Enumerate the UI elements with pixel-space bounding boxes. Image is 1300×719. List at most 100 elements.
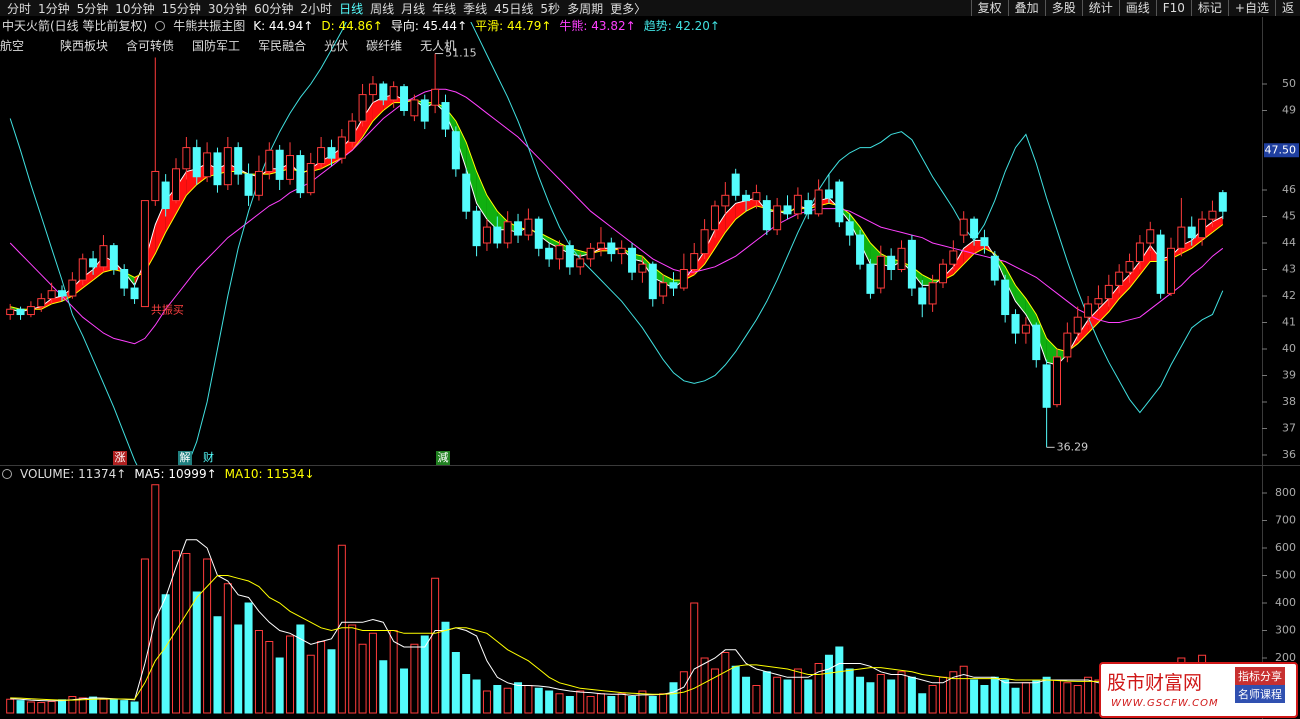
concept-tag[interactable]: 碳纤维: [366, 39, 403, 53]
candle-body: [617, 247, 626, 255]
toolbar-button[interactable]: 复权: [970, 0, 1008, 16]
ribbon: [735, 200, 747, 220]
ribbon: [1005, 266, 1016, 302]
toolbar-tab[interactable]: 2小时: [300, 1, 333, 16]
candle-body: [327, 147, 336, 159]
candle-body: [514, 221, 523, 236]
toolbar-tab[interactable]: 季线: [463, 1, 488, 16]
toolbar-button[interactable]: 标记: [1190, 0, 1228, 16]
volume-bar: [192, 591, 201, 714]
toolbar-tab[interactable]: 多周期: [567, 1, 604, 16]
indicator-icon[interactable]: [2, 469, 12, 479]
indicator-icon[interactable]: [155, 20, 166, 31]
toolbar-tab[interactable]: 年线: [432, 1, 457, 16]
toolbar-tab[interactable]: 10分钟: [115, 1, 155, 16]
tab-group: 分时 1分钟 5分钟 10分钟 15分钟 30分钟 60分钟 2小时 日线 周线 月线 年线 季线 45日…: [0, 0, 646, 17]
volume-bar: [120, 700, 129, 714]
toolbar-button[interactable]: 画线: [1118, 0, 1156, 16]
volume-bar: [337, 544, 346, 714]
volume-bar: [348, 624, 357, 714]
volume-bar: [793, 668, 802, 714]
volume-bar: [617, 693, 626, 714]
candle-body: [1042, 364, 1051, 408]
volume-bar: [576, 690, 585, 714]
stock-title: 中天火箭(日线 等比前复权): [2, 19, 148, 33]
toolbar-tab[interactable]: 日线: [339, 1, 364, 16]
signal-label: 共振买: [151, 303, 184, 317]
volume-bar: [565, 696, 574, 714]
candle-body: [1208, 210, 1217, 220]
candle-body: [752, 192, 761, 202]
y-tick-label: 38: [1282, 395, 1296, 408]
concept-tag[interactable]: 无人机: [420, 39, 457, 53]
volume-bar: [130, 701, 139, 714]
toolbar-tab[interactable]: 5秒: [540, 1, 561, 16]
y-tick-label: 600: [1275, 541, 1296, 554]
concept-tag[interactable]: 航空: [0, 39, 25, 53]
ribbon: [1025, 298, 1037, 334]
toolbar-tab[interactable]: 分时: [7, 1, 32, 16]
signal-label: 減: [438, 450, 449, 464]
toolbar-button[interactable]: F10: [1155, 0, 1191, 16]
candle-body: [37, 298, 46, 308]
volume-bar: [203, 558, 212, 714]
concept-tags: 航空 陕西板块 含可转债 国防军工 军民融合 光伏 碳纤维 无人机: [0, 37, 474, 54]
toolbar-tab[interactable]: 周线: [370, 1, 395, 16]
concept-tag[interactable]: 光伏: [324, 39, 349, 53]
volume-bar: [1011, 687, 1020, 714]
toolbar-tab[interactable]: 月线: [401, 1, 426, 16]
toolbar-tab[interactable]: 5分钟: [76, 1, 109, 16]
candle-body: [731, 173, 740, 196]
volume-bar: [317, 641, 326, 714]
toolbar-tab[interactable]: 45日线: [494, 1, 534, 16]
ribbon: [321, 155, 332, 169]
volume-bar: [514, 682, 523, 714]
ribbon: [746, 197, 757, 212]
candle-body: [172, 168, 181, 202]
concept-tag[interactable]: 军民融合: [258, 39, 307, 53]
y-tick-label: 37: [1282, 421, 1296, 434]
toolbar-tab[interactable]: 30分钟: [207, 1, 248, 16]
concept-tag[interactable]: 含可转债: [126, 39, 175, 53]
toolbar-button[interactable]: 多股: [1044, 0, 1082, 16]
ribbon: [372, 97, 384, 122]
candle-body: [669, 282, 678, 289]
candle-body: [203, 152, 212, 178]
volume-bar: [275, 657, 284, 714]
concept-tag[interactable]: 国防军工: [192, 39, 241, 53]
volume-bar: [762, 671, 771, 714]
volume-bar: [887, 679, 896, 714]
candle-body: [192, 147, 201, 178]
volume-bar: [306, 654, 315, 714]
candle-body: [254, 170, 263, 196]
volume-bar: [109, 699, 118, 714]
volume-bar: [990, 676, 999, 714]
candle-body: [389, 86, 398, 101]
y-tick-label: 700: [1275, 514, 1296, 527]
toolbar-button[interactable]: 统计: [1081, 0, 1119, 16]
volume-bar: [742, 676, 751, 714]
y-tick-label: 45: [1282, 210, 1296, 223]
toolbar-button[interactable]: 叠加: [1007, 0, 1045, 16]
candle-body: [348, 120, 357, 143]
toolbar-tab[interactable]: 15分钟: [161, 1, 201, 16]
y-tick-label: 40: [1282, 342, 1296, 355]
volume-bar: [58, 699, 67, 714]
signal-badge: [178, 451, 192, 465]
volume-bar: [555, 693, 564, 714]
volume-bar: [482, 690, 491, 714]
y-tick-label: 50: [1282, 77, 1296, 90]
indicator-line: [9, 22, 1224, 465]
y-tick-label: 46: [1282, 183, 1296, 196]
toolbar-tab[interactable]: 60分钟: [254, 1, 294, 16]
toolbar-tab[interactable]: 1分钟: [38, 1, 70, 16]
toolbar-tab[interactable]: 更多〉: [610, 1, 647, 16]
concept-tag[interactable]: 陕西板块: [60, 39, 109, 53]
candle-body: [804, 200, 813, 215]
toolbar-button[interactable]: +自选: [1227, 0, 1275, 16]
candle-body: [1218, 192, 1227, 212]
candle-body: [565, 245, 574, 268]
indicator-value: 趋势: 42.20↑: [643, 19, 720, 33]
y-tick-label: 300: [1275, 624, 1296, 637]
toolbar-button[interactable]: 返: [1274, 0, 1300, 16]
